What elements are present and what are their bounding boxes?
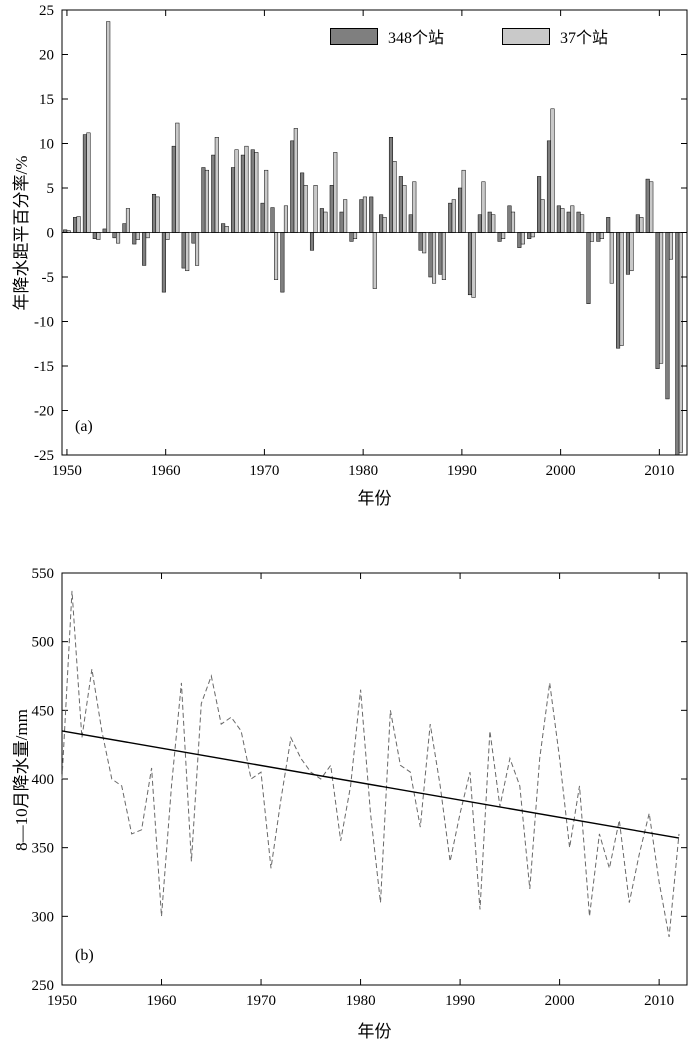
svg-text:1960: 1960 [151, 463, 181, 479]
legend-swatch-37 [502, 27, 551, 45]
svg-text:0: 0 [47, 226, 55, 242]
svg-text:-5: -5 [42, 270, 55, 286]
svg-text:250: 250 [32, 978, 55, 994]
svg-text:1970: 1970 [249, 463, 279, 479]
plot-frame [61, 572, 688, 986]
bars-series-348个站 [63, 134, 680, 456]
legend-label-37: 37个站 [560, 30, 609, 47]
legend: 348个站 37个站 [330, 24, 608, 48]
svg-text:15: 15 [39, 92, 54, 108]
svg-text:1950: 1950 [47, 993, 77, 1009]
legend-label-348: 348个站 [388, 30, 445, 47]
svg-text:1980: 1980 [346, 993, 376, 1009]
panel-b-line-chart: 1950 1960 1970 1980 1990 2000 2010 250 300 350 400… [0, 535, 700, 1044]
svg-text:300: 300 [32, 909, 55, 925]
y-axis-ticks: -25 -20 -15 -10 -5 0 5 10 15 20 25 [34, 3, 687, 464]
svg-text:2010: 2010 [644, 993, 674, 1009]
svg-text:450: 450 [32, 703, 55, 719]
x-axis-ticks: 1950 1960 1970 1980 1990 2000 2010 [52, 10, 674, 479]
svg-text:350: 350 [32, 841, 55, 857]
panel-a-bar-chart: 1950 1960 1970 1980 1990 2000 2010 -25 -20 -15 -10… [0, 0, 700, 510]
legend-item-348: 348个站 [330, 24, 444, 48]
panel-a-ylabel: 年降水距平百分率/% [12, 155, 31, 311]
bars-series-37个站 [66, 21, 683, 453]
y-axis-ticks: 250 300 350 400 450 500 550 [32, 566, 687, 994]
panel-b-letter: (b) [75, 947, 94, 964]
svg-text:-25: -25 [34, 448, 54, 464]
svg-text:400: 400 [32, 772, 55, 788]
svg-text:500: 500 [32, 635, 55, 651]
svg-text:1990: 1990 [445, 993, 475, 1009]
panel-b-ylabel: 8—10月降水量/mm [12, 709, 31, 851]
svg-text:10: 10 [39, 137, 54, 153]
svg-text:1990: 1990 [447, 463, 477, 479]
precipitation-line [61, 590, 680, 937]
svg-text:550: 550 [32, 566, 55, 582]
panel-a-letter: (a) [75, 418, 93, 435]
line-chart-canvas: 1950 1960 1970 1980 1990 2000 2010 250 300 350 400… [32, 566, 688, 1009]
svg-text:-20: -20 [34, 404, 54, 420]
panel-b-xlabel: 年份 [357, 1022, 392, 1041]
svg-text:20: 20 [39, 48, 54, 64]
svg-text:2010: 2010 [644, 463, 674, 479]
svg-text:2000: 2000 [545, 993, 575, 1009]
svg-text:1970: 1970 [246, 993, 276, 1009]
svg-text:-15: -15 [34, 359, 54, 375]
trend-line [61, 730, 680, 839]
panel-a-xlabel: 年份 [357, 489, 392, 508]
svg-text:25: 25 [39, 3, 54, 19]
bar-chart-canvas: 1950 1960 1970 1980 1990 2000 2010-25-20-15-10… [34, 3, 688, 479]
svg-text:5: 5 [47, 181, 55, 197]
legend-swatch-348 [330, 27, 378, 45]
svg-text:2000: 2000 [546, 463, 576, 479]
legend-item-37: 37个站 [502, 24, 608, 48]
svg-text:1980: 1980 [348, 463, 378, 479]
svg-text:1960: 1960 [147, 993, 177, 1009]
x-axis-ticks: 1950 1960 1970 1980 1990 2000 2010 [47, 573, 674, 1009]
svg-text:1950: 1950 [52, 463, 82, 479]
svg-text:-10: -10 [34, 315, 54, 331]
